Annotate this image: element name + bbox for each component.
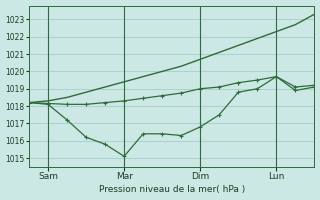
X-axis label: Pression niveau de la mer( hPa ): Pression niveau de la mer( hPa ) [99, 185, 245, 194]
